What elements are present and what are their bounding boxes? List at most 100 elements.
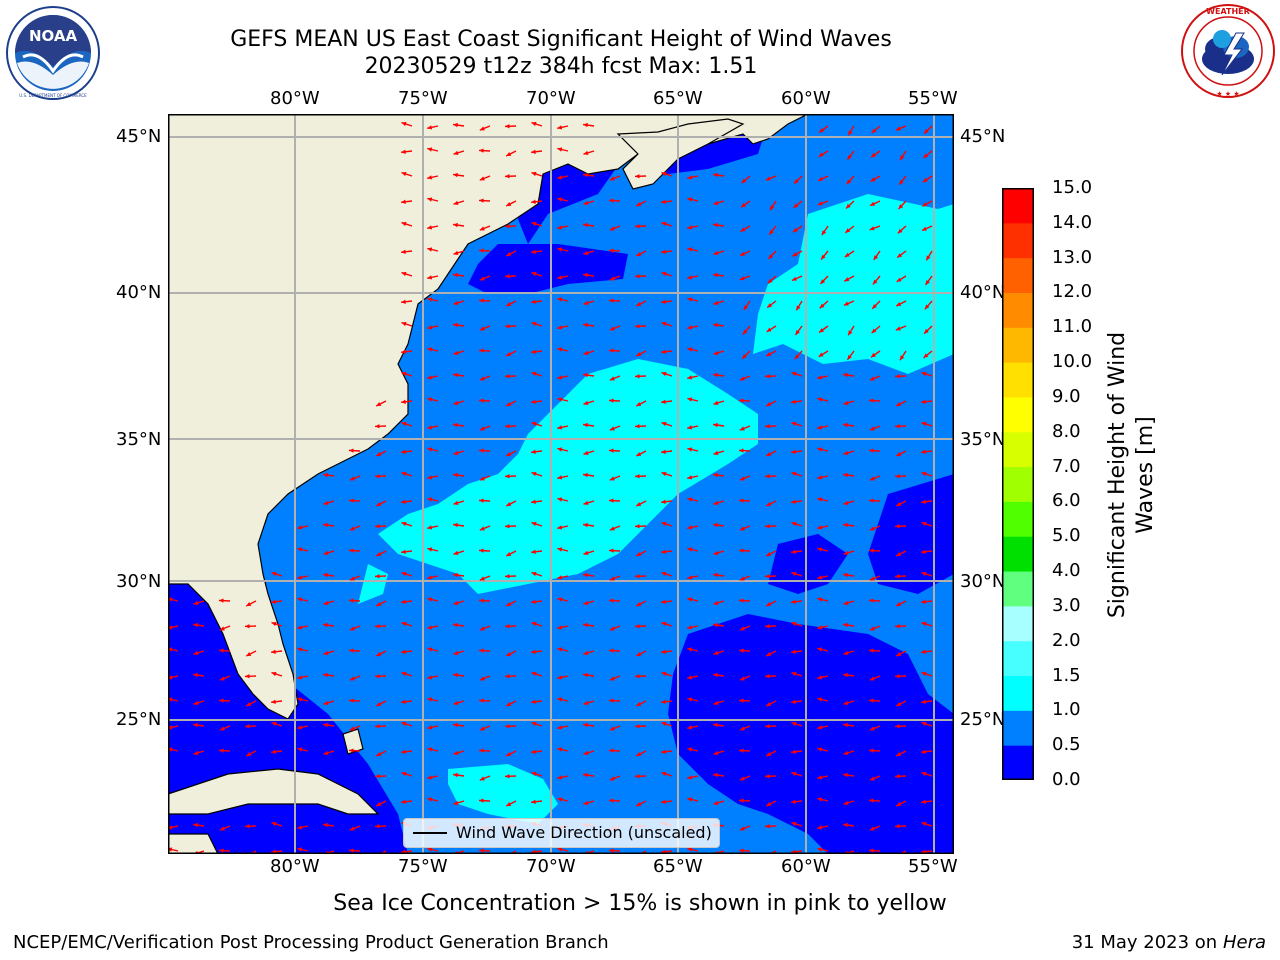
wave-direction-arrowhead — [427, 497, 433, 502]
wave-direction-arrowhead — [427, 225, 433, 230]
wave-direction-arrowhead — [246, 752, 252, 756]
wave-direction-arrowhead — [427, 647, 433, 652]
wave-direction-arrowhead — [401, 749, 406, 754]
wave-direction-arrowhead — [531, 699, 536, 704]
wave-direction-arrowhead — [323, 500, 329, 505]
wave-direction-arrowhead — [479, 676, 485, 681]
wave-direction-arrowhead — [453, 222, 458, 228]
wave-direction-arrowhead — [661, 371, 667, 377]
wave-direction-arrowhead — [765, 574, 770, 579]
wave-direction-arrowhead — [817, 475, 823, 480]
wave-direction-arrowhead — [323, 572, 328, 578]
wave-direction-arrowhead — [741, 202, 746, 208]
wave-direction-arrowhead — [479, 448, 484, 453]
wave-direction-arrowhead — [479, 126, 485, 131]
wave-direction-arrowhead — [531, 121, 537, 127]
lon-label-top: 80°W — [270, 88, 320, 109]
wave-direction-arrowhead — [376, 702, 382, 706]
wave-direction-arrowhead — [765, 524, 770, 529]
wave-direction-arrowhead — [557, 697, 563, 702]
lon-label-top: 65°W — [653, 88, 703, 109]
wave-direction-arrowhead — [820, 279, 826, 284]
wave-direction-arrowhead — [479, 226, 485, 231]
wave-direction-arrowhead — [479, 176, 485, 181]
wave-direction-arrowhead — [506, 552, 512, 556]
lat-label-right: 25°N — [960, 709, 1006, 730]
wave-direction-arrowhead — [609, 476, 615, 481]
wave-direction-arrowhead — [896, 402, 902, 406]
wave-direction-arrowhead — [926, 255, 931, 261]
wave-direction-arrowhead — [713, 200, 719, 205]
lat-label-right: 35°N — [960, 429, 1006, 450]
wave-direction-arrowhead — [924, 328, 929, 334]
wave-direction-arrowhead — [271, 749, 276, 754]
wave-direction-arrowhead — [297, 647, 303, 652]
wave-direction-arrowhead — [843, 372, 848, 378]
wave-direction-arrowhead — [739, 726, 745, 731]
wave-direction-arrowhead — [687, 347, 693, 352]
wave-direction-arrowhead — [505, 474, 510, 479]
wave-direction-arrowhead — [921, 799, 926, 804]
lat-label-left: 45°N — [116, 126, 162, 147]
wave-direction-arrowhead — [323, 822, 328, 828]
wave-direction-arrowhead — [791, 749, 796, 754]
wave-direction-arrowhead — [609, 798, 614, 803]
wave-direction-arrowhead — [713, 572, 718, 578]
wave-direction-arrowhead — [869, 598, 874, 603]
wave-direction-arrowhead — [687, 675, 693, 680]
wave-direction-arrowhead — [219, 726, 225, 731]
wave-direction-arrowhead — [557, 797, 563, 802]
wave-direction-arrowhead — [427, 197, 433, 202]
wave-direction-arrowhead — [453, 150, 459, 155]
wave-direction-arrowhead — [869, 698, 874, 703]
wave-direction-arrowhead — [427, 747, 433, 752]
wave-direction-arrowhead — [661, 249, 666, 254]
colorbar-tick-label: 11.0 — [1052, 316, 1093, 338]
wave-direction-arrowhead — [427, 175, 433, 180]
wave-direction-arrowhead — [505, 274, 510, 279]
wave-direction-arrowhead — [506, 602, 512, 606]
wave-direction-arrowhead — [766, 602, 772, 606]
wave-direction-arrowhead — [895, 824, 900, 829]
wave-direction-arrowhead — [271, 649, 276, 654]
wave-direction-arrowhead — [506, 802, 512, 806]
wave-direction-arrowhead — [921, 521, 927, 527]
wave-direction-arrowhead — [453, 750, 459, 755]
wave-direction-arrowhead — [661, 399, 666, 404]
wave-direction-arrowhead — [557, 225, 563, 230]
wave-direction-arrowhead — [921, 649, 926, 654]
wave-direction-arrowhead — [583, 700, 589, 705]
wave-direction-arrowhead — [687, 797, 693, 802]
wave-direction-arrowhead — [453, 622, 458, 628]
wave-direction-arrowhead — [765, 824, 770, 829]
wave-direction-arrowhead — [583, 422, 588, 428]
wave-direction-arrowhead — [323, 522, 328, 528]
wave-direction-arrowhead — [792, 252, 798, 257]
wave-direction-arrowhead — [661, 271, 667, 277]
wave-direction-arrowhead — [375, 424, 380, 429]
colorbar-cell — [1002, 640, 1034, 677]
wave-direction-arrowhead — [687, 747, 693, 752]
wave-direction-arrowhead — [739, 476, 745, 481]
wave-direction-arrowhead — [713, 672, 718, 678]
wave-direction-arrowhead — [349, 498, 354, 503]
wave-direction-arrowhead — [375, 524, 380, 529]
wave-direction-arrowhead — [791, 649, 796, 654]
wave-direction-arrowhead — [791, 549, 796, 554]
wave-direction-arrowhead — [661, 449, 666, 454]
wave-direction-arrowhead — [479, 476, 485, 481]
wave-direction-arrowhead — [687, 697, 693, 702]
wave-direction-arrowhead — [739, 598, 744, 603]
wave-direction-arrowhead — [219, 598, 224, 603]
wave-direction-arrowhead — [896, 802, 902, 806]
wave-direction-arrowhead — [869, 476, 875, 481]
wave-direction-arrowhead — [297, 725, 303, 730]
wave-height-map[interactable] — [168, 114, 954, 854]
wave-direction-arrowhead — [899, 179, 904, 185]
wave-direction-arrowhead — [323, 750, 329, 755]
wave-direction-arrowhead — [869, 548, 874, 553]
wave-direction-arrowhead — [848, 130, 853, 136]
wave-direction-arrowhead — [427, 125, 433, 130]
wave-direction-arrowhead — [687, 425, 693, 430]
wave-direction-arrowhead — [245, 724, 250, 729]
